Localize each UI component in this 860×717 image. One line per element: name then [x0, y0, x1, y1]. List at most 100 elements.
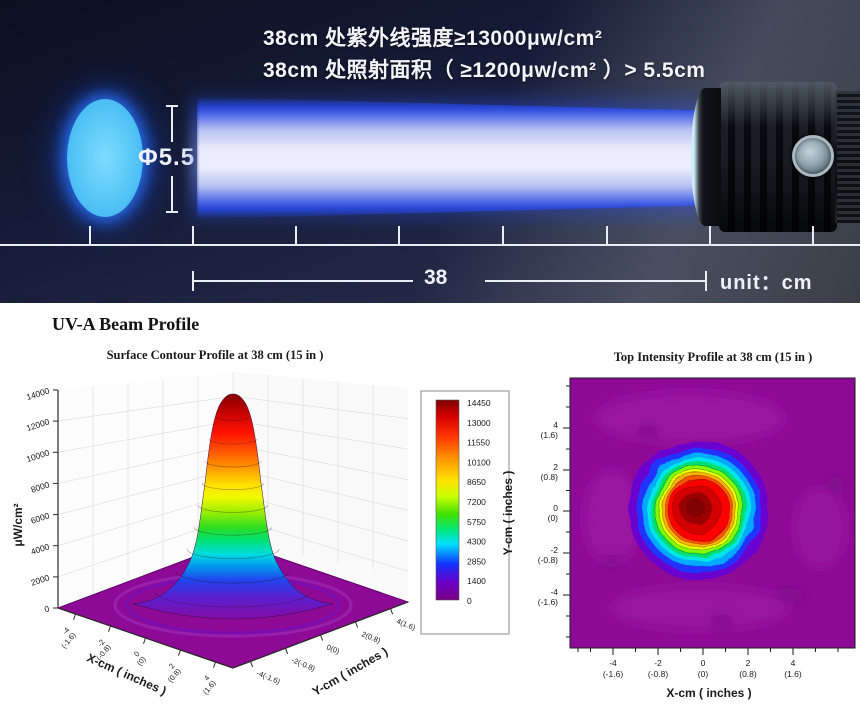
colorbar-label: 8650: [467, 477, 486, 487]
svg-text:0(0): 0(0): [129, 649, 148, 667]
flashlight-front-rim: [691, 88, 721, 226]
y-tick: 2(0.8): [360, 630, 382, 646]
x-tick-cm: -2: [654, 658, 662, 668]
z-tick-label: 14000: [25, 385, 51, 402]
heatmap-image: [584, 392, 846, 630]
heatmap-beam-rings: [629, 440, 769, 580]
ruler-tick: [398, 226, 400, 244]
section-heading: UV-A Beam Profile: [52, 314, 200, 334]
colorbar-label: 4300: [467, 537, 486, 547]
ruler-tick: [812, 226, 814, 244]
x-tick-in: (1.6): [784, 669, 802, 679]
diameter-dim-top-segment: [171, 106, 173, 142]
colorbar-label: 11550: [467, 438, 490, 448]
y-tick-cm: 2: [553, 462, 558, 472]
heatmap-y-tick-labels: 4 (1.6) 2 (0.8) 0 (0) -2 (-0.8) -4 (-1.6): [538, 420, 559, 607]
y-tick: -4(-1.6): [255, 669, 282, 687]
svg-text:-4(-1.6): -4(-1.6): [603, 658, 623, 679]
colorbar-label: 14450: [467, 398, 491, 408]
heatmap-y-ticks: [563, 385, 570, 638]
heatmap-chart-title: Top Intensity Profile at 38 cm (15 in ): [614, 350, 813, 364]
y-tick-in: (0.8): [541, 472, 559, 482]
y-tick-cm: -4: [550, 587, 558, 597]
surface-y-axis-ticks: [250, 608, 394, 668]
heatmap-noise-blobs: [584, 392, 846, 630]
y-tick-in: (-1.6): [538, 597, 558, 607]
top-intensity-chart: Top Intensity Profile at 38 cm (15 in ): [501, 350, 856, 700]
y-tick-cm: 4: [553, 420, 558, 430]
z-tick-label: 12000: [25, 416, 51, 433]
ruler-tick: [295, 226, 297, 244]
y-tick-in: (1.6): [541, 430, 559, 440]
svg-text:4(1.6): 4(1.6): [784, 658, 802, 679]
ruler-baseline: [0, 244, 860, 246]
z-tick-label: 10000: [25, 447, 51, 464]
surface-contour-chart: Surface Contour Profile at 38 cm (15 in …: [11, 348, 417, 699]
z-tick-label: 2000: [30, 572, 51, 587]
uv-intensity-headline: 38cm 处紫外线强度≥13000μw/cm²: [263, 27, 603, 50]
colorbar-label: 1400: [467, 576, 486, 586]
surface-z-ticks: [53, 389, 58, 609]
x-tick-in: (-0.8): [648, 669, 668, 679]
x-tick-in: (1.6): [201, 678, 218, 696]
svg-text:2(0.8): 2(0.8): [160, 661, 183, 684]
x-tick-cm: 4: [202, 674, 212, 683]
diameter-dim-bottom-segment: [171, 176, 173, 212]
surface-x-axis-ticks: [73, 613, 216, 668]
y-tick: -2(-0.8): [290, 656, 317, 674]
surface-z-tick-labels: 0 2000 4000 6000 8000 10000 12000 14000: [25, 385, 51, 614]
surface-left-wall: [58, 372, 233, 608]
colorbar-label: 2850: [467, 556, 486, 566]
flashlight-power-button: [792, 135, 834, 177]
distance-dim-end-tick: [705, 271, 707, 291]
y-tick-in: (0): [548, 513, 559, 523]
surface-chart-title: Surface Contour Profile at 38 cm (15 in …: [107, 348, 324, 362]
surface-wall-grid: [57, 375, 409, 605]
x-tick-cm: 0: [701, 658, 706, 668]
intensity-colorbar: 14450 13000 11550 10100 8650 7200 5750 4…: [420, 390, 510, 635]
x-tick-cm: -2: [95, 638, 106, 649]
svg-text:-2(-0.8): -2(-0.8): [648, 658, 668, 679]
distance-label: 38: [424, 266, 448, 289]
z-tick-label: 6000: [30, 510, 51, 525]
svg-text:2(0.8): 2(0.8): [541, 462, 559, 482]
x-tick-in: (-1.6): [603, 669, 623, 679]
heatmap-x-tick-labels: -4 (-1.6) -2 (-0.8) 0 (0) 2 (0.8) 4 (1.6): [603, 658, 802, 679]
colorbar-label: 10100: [467, 457, 491, 467]
x-tick-cm: 4: [791, 658, 796, 668]
surface-z-axis-title: μW/cm²: [11, 503, 25, 546]
distance-dim-right-segment: [485, 280, 706, 282]
colorbar-label: 13000: [467, 418, 491, 428]
beam-profile-charts: Surface Contour Profile at 38 cm (15 in …: [11, 348, 856, 700]
product-banner: 38cm 处紫外线强度≥13000μw/cm² 38cm 处照射面积（ ≥120…: [0, 0, 860, 303]
x-tick-cm: -4: [609, 658, 617, 668]
svg-text:2(0.8): 2(0.8): [739, 658, 757, 679]
x-tick-cm: 0: [132, 650, 142, 659]
svg-text:0(0): 0(0): [698, 658, 709, 679]
y-tick: 0(0): [325, 643, 341, 657]
colorbar-gradient-strip: [435, 399, 460, 601]
svg-text:-4(-1.6): -4(-1.6): [538, 587, 559, 607]
distance-dim-left-segment: [193, 280, 413, 282]
colorbar-label: 7200: [467, 497, 486, 507]
diameter-dim-bottom-cap: [166, 211, 178, 213]
surface-right-wall: [233, 372, 408, 602]
uv-beam: [197, 97, 699, 219]
ruler-tick: [192, 226, 194, 244]
svg-text:4(1.6): 4(1.6): [195, 673, 218, 696]
ruler-tick: [606, 226, 608, 244]
x-tick-in: (0): [698, 669, 709, 679]
x-tick-cm: -4: [60, 626, 71, 637]
svg-text:-2(-0.8): -2(-0.8): [538, 545, 559, 565]
x-tick-in: (0.8): [739, 669, 757, 679]
y-tick-cm: -2: [550, 545, 558, 555]
unit-label: unit：cm: [720, 272, 813, 294]
x-tick-in: (0.8): [166, 666, 183, 684]
heatmap-frame: [569, 377, 856, 649]
uv-spot-ellipse: [67, 99, 143, 217]
uv-flashlight: [691, 82, 860, 232]
z-tick-label: 0: [43, 603, 51, 614]
beam-area-headline: 38cm 处照射面积（ ≥1200μw/cm² ）> 5.5cm: [263, 59, 706, 82]
surface-y-axis-title: Y-cm ( inches ): [310, 644, 390, 698]
